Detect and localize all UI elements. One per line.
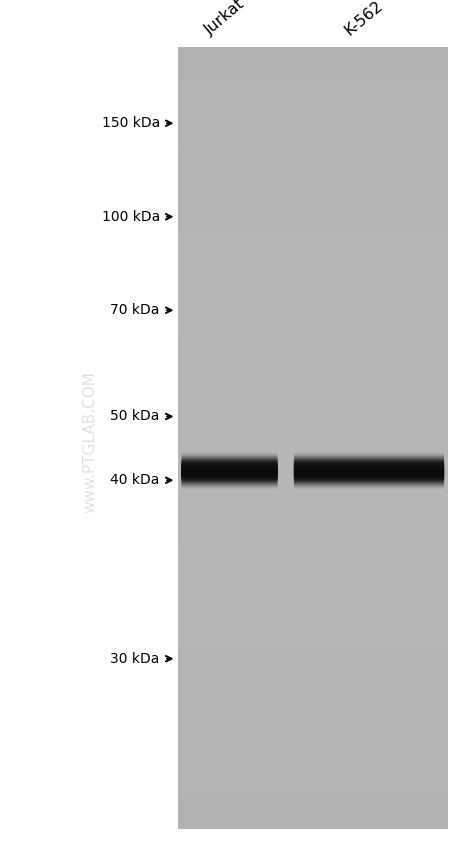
FancyBboxPatch shape [181, 473, 278, 478]
FancyBboxPatch shape [294, 468, 444, 472]
FancyBboxPatch shape [294, 456, 444, 461]
Text: 150 kDa: 150 kDa [102, 116, 160, 130]
FancyBboxPatch shape [181, 465, 278, 469]
FancyBboxPatch shape [294, 462, 444, 466]
FancyBboxPatch shape [181, 471, 278, 475]
FancyBboxPatch shape [294, 470, 444, 474]
FancyBboxPatch shape [181, 454, 278, 458]
Text: 70 kDa: 70 kDa [110, 303, 160, 317]
FancyBboxPatch shape [294, 468, 444, 473]
FancyBboxPatch shape [294, 461, 444, 465]
FancyBboxPatch shape [294, 471, 444, 475]
FancyBboxPatch shape [181, 479, 278, 483]
FancyBboxPatch shape [181, 456, 278, 461]
FancyBboxPatch shape [294, 458, 444, 462]
FancyBboxPatch shape [294, 479, 444, 483]
FancyBboxPatch shape [181, 468, 278, 473]
FancyBboxPatch shape [181, 468, 278, 472]
FancyBboxPatch shape [294, 473, 444, 477]
FancyBboxPatch shape [181, 472, 278, 476]
FancyBboxPatch shape [294, 482, 444, 486]
FancyBboxPatch shape [181, 480, 278, 484]
FancyBboxPatch shape [181, 474, 278, 479]
FancyBboxPatch shape [294, 474, 444, 479]
Text: 100 kDa: 100 kDa [102, 210, 160, 224]
FancyBboxPatch shape [181, 462, 278, 467]
FancyBboxPatch shape [294, 481, 444, 485]
FancyBboxPatch shape [294, 479, 444, 484]
FancyBboxPatch shape [294, 464, 444, 468]
FancyBboxPatch shape [294, 478, 444, 482]
FancyBboxPatch shape [294, 466, 444, 470]
FancyBboxPatch shape [181, 483, 278, 487]
FancyBboxPatch shape [294, 459, 444, 463]
FancyBboxPatch shape [181, 466, 278, 470]
FancyBboxPatch shape [294, 473, 444, 478]
Text: 40 kDa: 40 kDa [110, 473, 160, 487]
FancyBboxPatch shape [294, 465, 444, 469]
FancyBboxPatch shape [181, 461, 278, 465]
Text: Jurkat: Jurkat [202, 0, 248, 38]
FancyBboxPatch shape [181, 478, 278, 482]
FancyBboxPatch shape [294, 462, 444, 467]
FancyBboxPatch shape [181, 463, 278, 468]
FancyBboxPatch shape [294, 469, 444, 473]
FancyBboxPatch shape [181, 476, 278, 480]
FancyBboxPatch shape [294, 484, 444, 488]
FancyBboxPatch shape [181, 477, 278, 481]
FancyBboxPatch shape [294, 457, 444, 462]
FancyBboxPatch shape [181, 470, 278, 474]
FancyBboxPatch shape [181, 455, 278, 459]
FancyBboxPatch shape [294, 480, 444, 484]
FancyBboxPatch shape [181, 460, 278, 464]
FancyBboxPatch shape [181, 469, 278, 473]
FancyBboxPatch shape [181, 479, 278, 484]
FancyBboxPatch shape [181, 456, 278, 460]
FancyBboxPatch shape [294, 463, 444, 468]
FancyBboxPatch shape [294, 454, 444, 458]
FancyBboxPatch shape [294, 475, 444, 479]
Text: www.PTGLAB.COM: www.PTGLAB.COM [82, 371, 98, 513]
Text: 50 kDa: 50 kDa [110, 410, 160, 423]
FancyBboxPatch shape [294, 472, 444, 476]
FancyBboxPatch shape [181, 473, 278, 477]
FancyBboxPatch shape [181, 475, 278, 479]
FancyBboxPatch shape [294, 456, 444, 460]
FancyBboxPatch shape [181, 459, 278, 463]
FancyBboxPatch shape [294, 460, 444, 464]
FancyBboxPatch shape [181, 462, 278, 466]
FancyBboxPatch shape [181, 464, 278, 468]
FancyBboxPatch shape [294, 476, 444, 480]
FancyBboxPatch shape [294, 483, 444, 487]
Text: 30 kDa: 30 kDa [110, 652, 160, 666]
FancyBboxPatch shape [181, 481, 278, 485]
FancyBboxPatch shape [181, 484, 278, 488]
FancyBboxPatch shape [294, 477, 444, 481]
FancyBboxPatch shape [294, 455, 444, 459]
Text: K-562: K-562 [342, 0, 386, 38]
FancyBboxPatch shape [181, 482, 278, 486]
FancyBboxPatch shape [181, 457, 278, 462]
FancyBboxPatch shape [181, 467, 278, 471]
FancyBboxPatch shape [294, 467, 444, 471]
FancyBboxPatch shape [181, 458, 278, 462]
